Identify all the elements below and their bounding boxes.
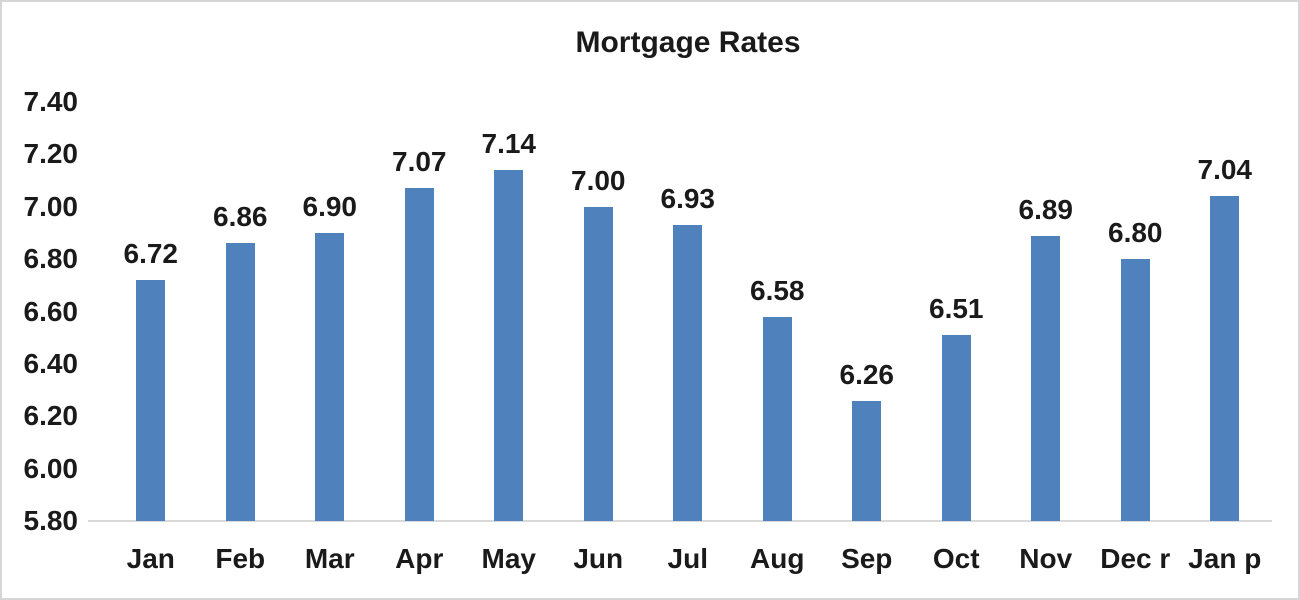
- bar-sep: [852, 400, 882, 521]
- bar-jan-p: [1210, 196, 1240, 521]
- x-axis-label-jan: Jan: [126, 543, 175, 574]
- bar-value-label-jan: 6.72: [123, 238, 179, 270]
- y-axis-tick-label: 6.20: [23, 400, 79, 432]
- bar-value-label-feb: 6.86: [213, 201, 268, 233]
- x-axis-label-may: May: [481, 543, 536, 574]
- bar-jun: [583, 206, 613, 521]
- x-axis-label-oct: Oct: [932, 543, 980, 574]
- chart-title: Mortgage Rates: [575, 26, 801, 59]
- y-axis-tick-label: 5.80: [23, 505, 79, 536]
- bar-value-label-sep: 6.26: [839, 358, 895, 390]
- bar-value-label-may: 7.14: [481, 128, 537, 160]
- bar-jul: [673, 225, 703, 521]
- bar-value-label-oct: 6.51: [929, 293, 984, 325]
- bar-value-label-mar: 6.90: [302, 190, 358, 222]
- bar-may: [494, 170, 524, 521]
- x-axis-label-mar: Mar: [304, 543, 355, 574]
- x-axis-label-sep: Sep: [841, 543, 893, 574]
- bar-nov: [1031, 235, 1061, 521]
- y-axis-tick-label: 6.60: [23, 295, 79, 327]
- y-axis-tick-label: 6.00: [23, 452, 79, 484]
- x-axis-label-dec-r: Dec r: [1100, 543, 1171, 574]
- bar-mar: [315, 232, 345, 521]
- y-axis-tick-label: 7.40: [23, 86, 79, 117]
- x-axis-line: [88, 520, 1272, 522]
- x-axis-label-jul: Jul: [667, 543, 708, 574]
- x-axis-label-feb: Feb: [215, 543, 266, 574]
- bar-value-label-nov: 6.89: [1018, 193, 1074, 225]
- y-axis-tick-label: 7.00: [23, 190, 79, 222]
- bar-value-label-aug: 6.58: [750, 274, 805, 306]
- bar-feb: [225, 243, 255, 521]
- bar-jan: [136, 280, 166, 521]
- bar-value-label-jul: 6.93: [660, 183, 716, 215]
- bar-value-label-dec-r: 6.80: [1108, 217, 1163, 249]
- y-axis-tick-label: 6.80: [23, 243, 79, 275]
- bar-oct: [941, 335, 971, 521]
- bar-value-label-apr: 7.07: [392, 146, 447, 178]
- bar-value-label-jun: 7.00: [571, 164, 626, 196]
- bar-dec-r: [1120, 259, 1150, 521]
- bar-aug: [762, 316, 792, 521]
- x-axis-label-jun: Jun: [573, 543, 624, 574]
- x-axis-label-nov: Nov: [1019, 543, 1073, 574]
- y-axis-tick-label: 7.20: [23, 138, 79, 170]
- x-axis-label-apr: Apr: [395, 543, 444, 574]
- bar-apr: [404, 188, 434, 521]
- bar-value-label-jan-p: 7.04: [1197, 154, 1253, 186]
- y-axis-tick-label: 6.40: [23, 347, 79, 379]
- x-axis-label-aug: Aug: [750, 543, 805, 574]
- x-axis-label-jan-p: Jan p: [1188, 543, 1262, 574]
